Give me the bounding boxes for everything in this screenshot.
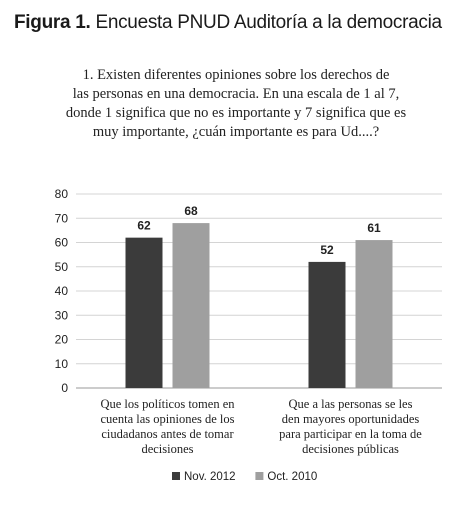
question-line: 1. Existen diferentes opiniones sobre lo… (82, 67, 390, 83)
data-label: 68 (184, 204, 198, 218)
category-label: decisiones públicas (302, 442, 399, 456)
legend-label: Nov. 2012 (184, 471, 236, 483)
category-label: para participar en la toma de (279, 427, 422, 441)
y-tick-label: 20 (55, 333, 69, 347)
legend-swatch (255, 472, 264, 480)
bar (172, 223, 210, 388)
bar (125, 237, 163, 388)
question-line: muy importante, ¿cuán importante es para… (92, 124, 380, 140)
legend-swatch (172, 472, 180, 480)
y-tick-label: 30 (55, 308, 69, 322)
bar (355, 240, 393, 388)
category-label: decisiones (141, 442, 193, 456)
figure-title: Figura 1. Encuesta PNUD Auditoría a la d… (14, 12, 464, 34)
category-label: cuenta las opiniones de los (101, 412, 235, 426)
y-tick-label: 80 (55, 187, 69, 201)
category-label: ciudadanos antes de tomar (101, 427, 234, 441)
legend-label: Oct. 2010 (267, 471, 317, 483)
y-tick-label: 40 (55, 284, 69, 298)
y-tick-label: 0 (61, 381, 68, 395)
y-tick-label: 50 (55, 260, 69, 274)
data-label: 62 (137, 219, 151, 233)
figure-title-text: Encuesta PNUD Auditoría a la democracia (95, 12, 442, 33)
y-tick-label: 10 (55, 357, 69, 371)
question-line: las personas en una democracia. En una e… (72, 86, 400, 102)
bar (308, 261, 346, 388)
category-label: Que los políticos tomen en (100, 397, 235, 411)
category-label: den mayores oportunidades (282, 412, 420, 426)
y-tick-label: 70 (55, 211, 69, 225)
category-label: Que a las personas se les (289, 397, 413, 411)
y-tick-label: 60 (55, 236, 69, 250)
question-line: donde 1 significa que no es importante y… (65, 105, 407, 121)
data-label: 61 (367, 221, 381, 235)
survey-question: 1. Existen diferentes opiniones sobre lo… (40, 66, 432, 142)
data-label: 52 (320, 243, 334, 257)
figure-label: Figura 1. (14, 12, 91, 33)
